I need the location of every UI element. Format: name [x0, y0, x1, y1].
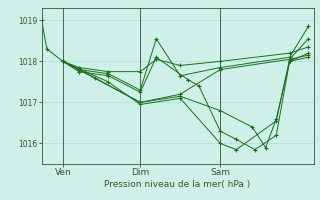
X-axis label: Pression niveau de la mer( hPa ): Pression niveau de la mer( hPa )	[104, 180, 251, 189]
